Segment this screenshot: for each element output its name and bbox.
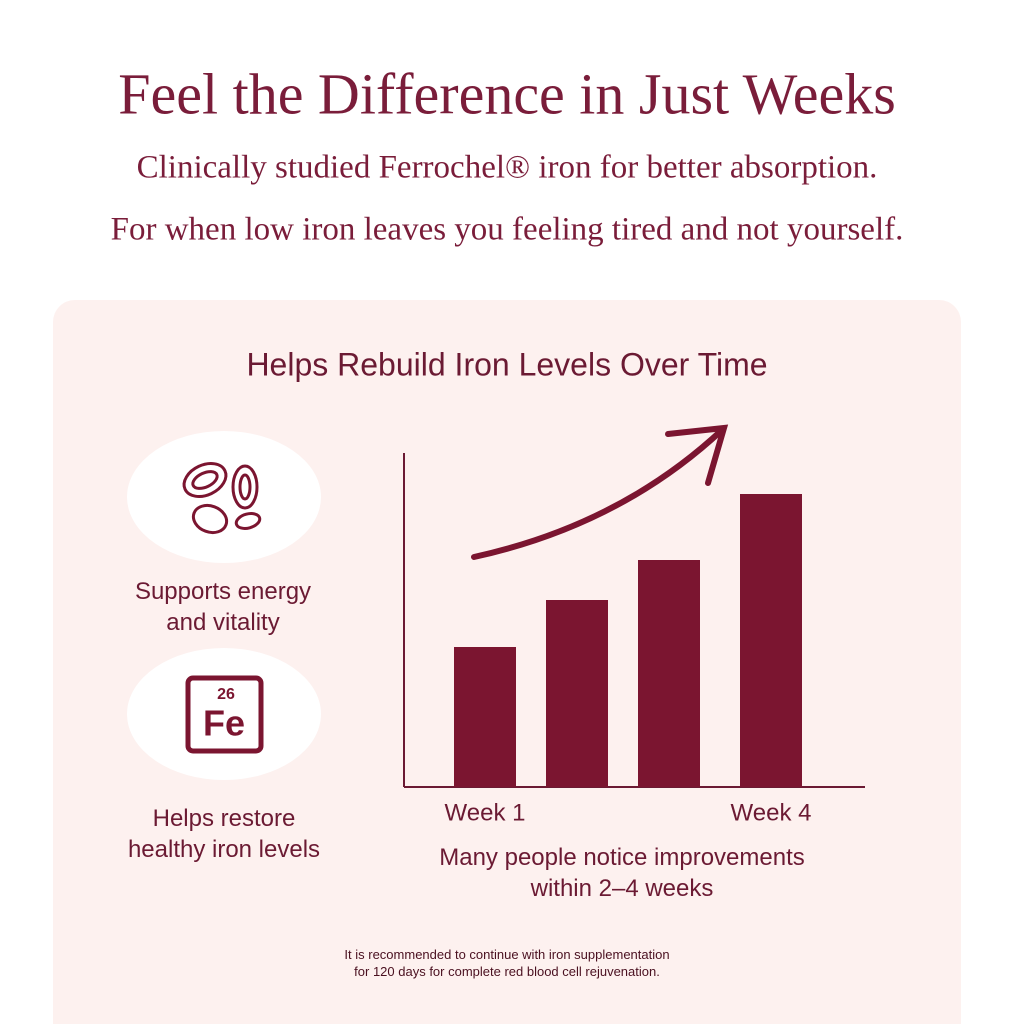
subtitle: Clinically studied Ferrochel® iron for b… [137, 150, 878, 186]
line: and vitality [166, 609, 279, 636]
icon-bubble [127, 648, 321, 780]
blood-cells-icon [182, 462, 262, 535]
line: Helps restore [153, 805, 296, 832]
atomic-number: 26 [217, 686, 235, 703]
line: Supports energy [135, 578, 311, 605]
bar [454, 647, 516, 787]
line: within 2–4 weeks [530, 875, 714, 902]
line: It is recommended to continue with iron … [344, 947, 669, 962]
bar [546, 600, 608, 787]
panel-heading: Helps Rebuild Iron Levels Over Time [246, 346, 767, 382]
line: for 120 days for complete red blood cell… [354, 964, 660, 979]
element-icon [185, 675, 264, 754]
feature-text: Supports energy and vitality [135, 578, 311, 636]
line: Many people notice improvements [439, 844, 805, 871]
title: Feel the Difference in Just Weeks [118, 61, 896, 126]
feature-text: Helps restore healthy iron levels [128, 805, 320, 863]
x-tick-label: Week 1 [445, 799, 526, 826]
subtitle: For when low iron leaves you feeling tir… [111, 212, 904, 248]
icon-bubble [127, 431, 321, 563]
trend-arrow [471, 424, 729, 560]
chart-caption: Many people notice improvements within 2–… [439, 844, 805, 902]
line: healthy iron levels [128, 836, 320, 863]
bar [638, 560, 700, 787]
bar [740, 494, 802, 787]
footnote: It is recommended to continue with iron … [344, 947, 669, 979]
x-tick-label: Week 4 [731, 799, 812, 826]
element-symbol: Fe [203, 703, 245, 744]
